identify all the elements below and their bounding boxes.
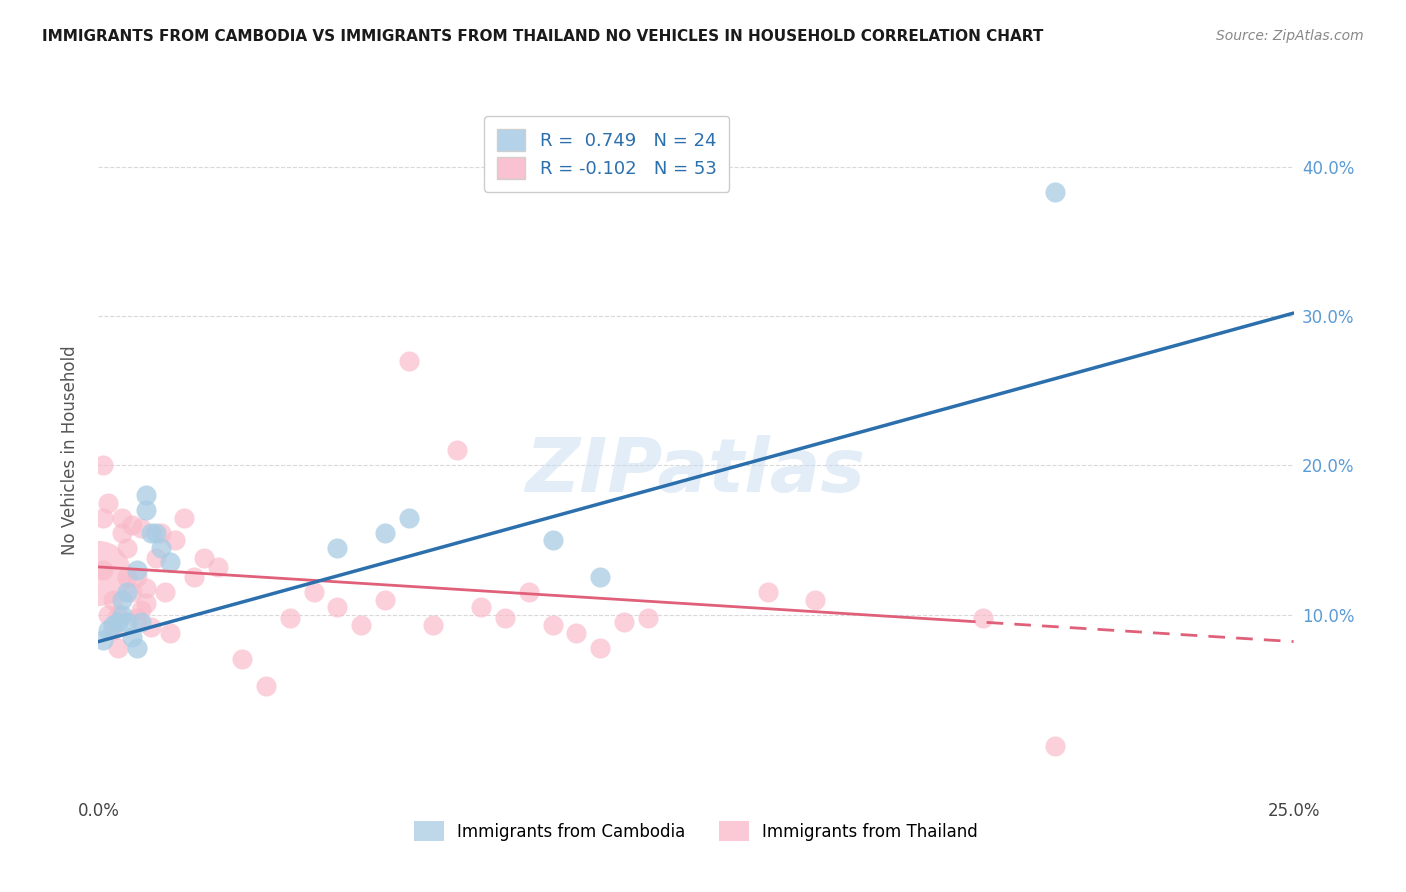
Point [446, 443, 468, 458]
Point [121, 585, 143, 599]
Point [107, 615, 129, 630]
Point [115, 570, 138, 584]
Text: IMMIGRANTS FROM CAMBODIA VS IMMIGRANTS FROM THAILAND NO VEHICLES IN HOUSEHOLD CO: IMMIGRANTS FROM CAMBODIA VS IMMIGRANTS F… [42, 29, 1043, 44]
Point [145, 551, 167, 566]
Point [145, 525, 167, 540]
Point [398, 510, 420, 524]
Point [149, 525, 172, 540]
Point [87, 566, 110, 580]
Point [135, 488, 157, 502]
Point [565, 625, 588, 640]
Point [107, 640, 129, 655]
Point [97, 623, 120, 637]
Point [121, 518, 143, 533]
Text: Source: ZipAtlas.com: Source: ZipAtlas.com [1216, 29, 1364, 43]
Point [155, 585, 177, 599]
Point [374, 592, 396, 607]
Legend: Immigrants from Cambodia, Immigrants from Thailand: Immigrants from Cambodia, Immigrants fro… [408, 814, 984, 847]
Point [131, 615, 153, 630]
Point [422, 618, 444, 632]
Point [193, 551, 215, 566]
Point [804, 592, 827, 607]
Point [115, 615, 138, 630]
Point [183, 570, 205, 584]
Point [91, 633, 114, 648]
Point [173, 510, 195, 524]
Point [125, 563, 148, 577]
Point [115, 585, 138, 599]
Point [97, 496, 120, 510]
Point [131, 603, 153, 617]
Point [135, 581, 157, 595]
Point [613, 615, 636, 630]
Point [101, 623, 124, 637]
Point [278, 610, 301, 624]
Point [541, 533, 564, 547]
Point [131, 521, 153, 535]
Point [135, 596, 157, 610]
Point [589, 640, 612, 655]
Point [139, 620, 162, 634]
Point [517, 585, 540, 599]
Point [398, 354, 420, 368]
Point [326, 541, 349, 555]
Point [159, 556, 181, 570]
Point [637, 610, 659, 624]
Point [115, 541, 138, 555]
Point [125, 570, 148, 584]
Point [107, 607, 129, 622]
Point [139, 525, 162, 540]
Point [121, 630, 143, 644]
Point [91, 563, 114, 577]
Point [149, 541, 172, 555]
Point [231, 652, 253, 666]
Point [494, 610, 516, 624]
Point [111, 525, 134, 540]
Point [589, 570, 612, 584]
Point [972, 610, 994, 624]
Point [111, 607, 134, 622]
Point [125, 640, 148, 655]
Point [163, 533, 186, 547]
Point [101, 618, 124, 632]
Point [254, 679, 277, 693]
Point [91, 458, 114, 473]
Point [350, 618, 373, 632]
Point [159, 625, 181, 640]
Text: ZIPatlas: ZIPatlas [526, 434, 866, 508]
Point [135, 503, 157, 517]
Point [97, 607, 120, 622]
Point [470, 600, 492, 615]
Point [541, 618, 564, 632]
Point [111, 510, 134, 524]
Point [756, 585, 779, 599]
Point [374, 525, 396, 540]
Point [207, 560, 229, 574]
Point [91, 510, 114, 524]
Point [1043, 185, 1066, 199]
Point [101, 592, 124, 607]
Point [1043, 739, 1066, 753]
Y-axis label: No Vehicles in Household: No Vehicles in Household [60, 345, 79, 556]
Point [111, 592, 134, 607]
Point [326, 600, 349, 615]
Point [125, 610, 148, 624]
Point [302, 585, 325, 599]
